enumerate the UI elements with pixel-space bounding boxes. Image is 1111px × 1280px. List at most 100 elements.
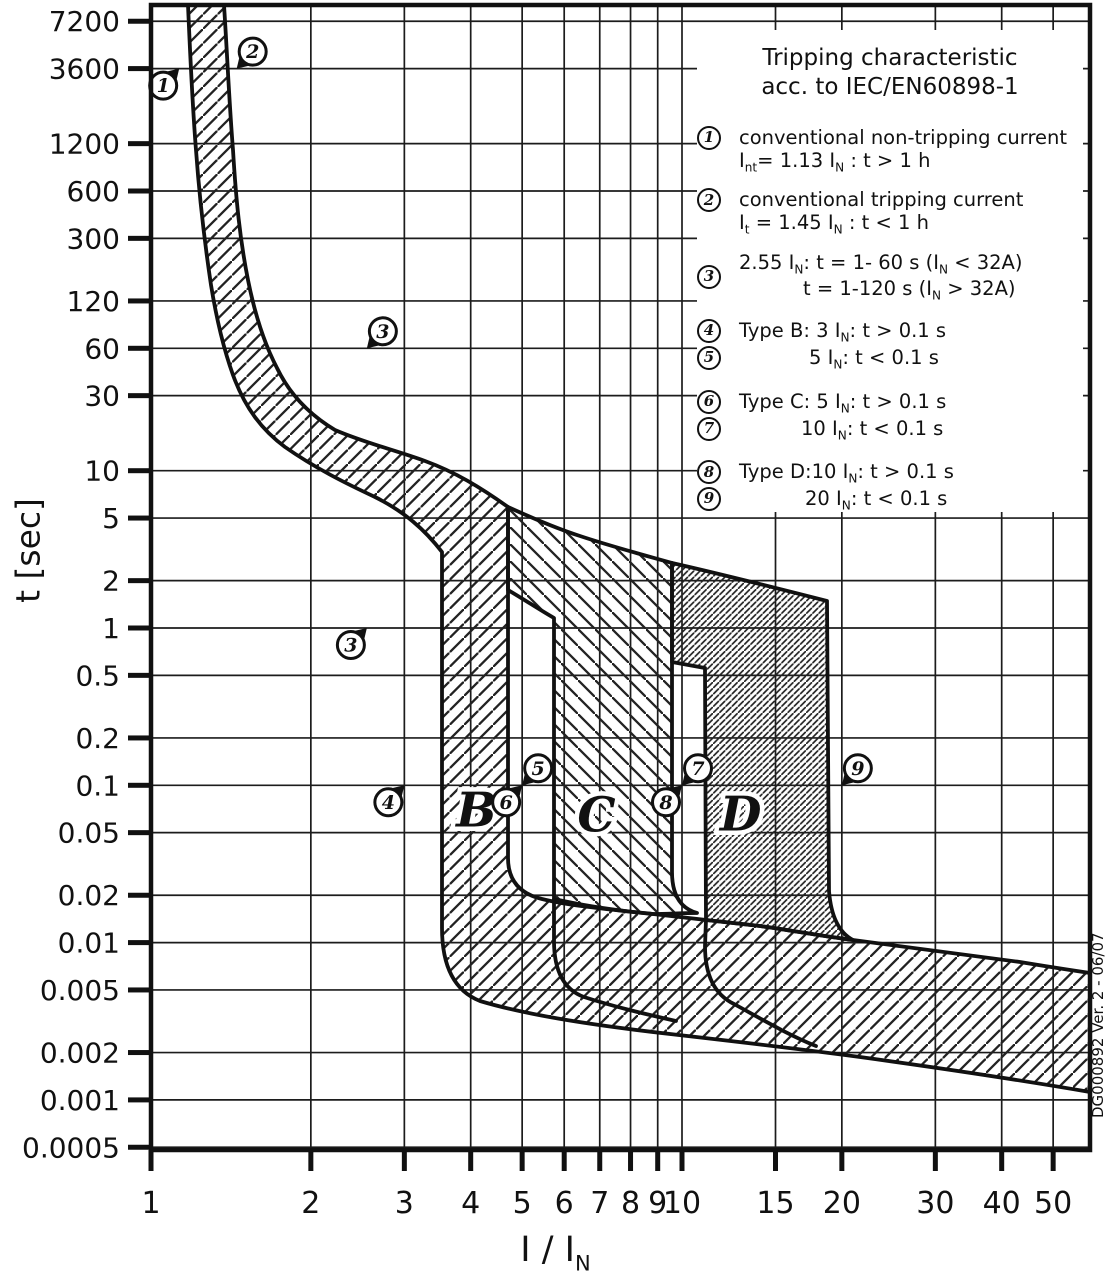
x-tick-mark	[839, 1150, 845, 1171]
legend-item-number-column: 7	[697, 416, 739, 443]
x-tick-mark	[401, 1150, 407, 1171]
x-tick-mark	[773, 1150, 779, 1171]
legend-item-text: 10 IN: t < 0.1 s	[739, 417, 1083, 443]
y-tick-mark	[128, 298, 151, 304]
marker-circle	[491, 787, 522, 818]
x-tick-label: 10	[663, 1186, 701, 1221]
legend-item-line: 10 IN: t < 0.1 s	[801, 416, 944, 443]
marker-number: 3	[344, 635, 357, 657]
y-tick-label: 1200	[49, 128, 120, 161]
y-tick-label: 7200	[49, 5, 120, 38]
y-tick-label: 30	[84, 380, 120, 413]
y-tick-mark	[128, 1050, 151, 1056]
legend-item-7: 7 10 IN: t < 0.1 s	[697, 416, 1083, 443]
x-tick-mark	[468, 1150, 474, 1171]
y-tick-label: 0.2	[75, 722, 120, 755]
legend-item-number-column: 4	[697, 318, 739, 345]
legend-number-badge: 3	[697, 265, 721, 290]
y-tick-mark	[128, 188, 151, 194]
legend-item-1: 1 conventional non-tripping current Int= 1…	[697, 125, 1083, 175]
y-tick-mark	[128, 830, 151, 836]
y-tick-label: 0.01	[58, 927, 120, 960]
legend-item-number-column: 2	[697, 188, 739, 237]
marker-number: 5	[532, 758, 545, 780]
axis-tick-marks	[128, 18, 1056, 1171]
x-tick-label: 50	[1034, 1186, 1072, 1221]
legend-item-line: 5 IN: t < 0.1 s	[809, 345, 939, 372]
marker-circle	[523, 753, 554, 784]
marker-number: 4	[382, 792, 395, 814]
y-tick-label: 120	[67, 285, 120, 318]
marker-circle	[237, 36, 268, 67]
legend-item-text: 5 IN: t < 0.1 s	[739, 346, 1083, 372]
x-tick-label: 5	[513, 1186, 532, 1221]
x-tick-label: 20	[823, 1186, 861, 1221]
y-tick-label: 0.0005	[22, 1131, 120, 1164]
y-tick-label: 300	[67, 222, 120, 255]
y-tick-mark	[128, 625, 151, 631]
marker-3: 3	[366, 316, 398, 349]
y-axis-title: t [sec]	[8, 498, 48, 603]
marker-1: 1	[148, 68, 180, 101]
legend-item-text: Type D:10 IN: t > 0.1 s	[739, 460, 1083, 486]
y-tick-label: 1	[102, 612, 120, 645]
y-tick-mark	[128, 468, 151, 474]
tolerance-band-regions	[186, 3, 1092, 1094]
x-tick-label: 1	[141, 1186, 160, 1221]
legend-item-number-column: 8	[697, 460, 739, 486]
x-tick-mark	[597, 1150, 603, 1171]
x-tick-mark	[308, 1150, 314, 1171]
legend-number-badge: 6	[697, 389, 721, 414]
legend-item-8: 8 Type D:10 IN: t > 0.1 s	[697, 460, 1083, 486]
y-tick-label: 3600	[49, 53, 120, 86]
x-tick-label: 4	[461, 1186, 480, 1221]
y-tick-mark	[128, 672, 151, 678]
document-number-watermark: DG000892 Ver. 2 - 06/07	[1089, 932, 1107, 1118]
legend-item-5: 5 5 IN: t < 0.1 s	[697, 345, 1083, 372]
y-tick-label: 10	[84, 455, 120, 488]
legend-number-badge: 5	[697, 345, 721, 370]
legend-item-number-column: 3	[697, 251, 739, 303]
legend-title-line2: acc. to IEC/EN60898-1	[761, 73, 1019, 100]
marker-4: 4	[373, 785, 405, 818]
legend-title: Tripping characteristic acc. to IEC/EN60…	[697, 44, 1083, 102]
y-tick-mark	[128, 987, 151, 993]
legend-title-line1: Tripping characteristic	[762, 45, 1018, 71]
zone-letters: B C D	[450, 778, 767, 848]
x-tick-label: 9	[648, 1186, 667, 1221]
y-tick-mark	[128, 735, 151, 741]
x-tick-mark	[999, 1150, 1005, 1171]
legend-item-line: It = 1.45 IN : t < 1 h	[739, 211, 929, 237]
marker-number: 9	[851, 758, 864, 780]
legend-number-badge: 1	[697, 125, 721, 150]
legend-number-badge: 9	[697, 487, 721, 512]
marker-8: 8	[651, 785, 682, 818]
y-tick-mark	[128, 66, 151, 72]
legend-item-line: 2.55 IN: t = 1- 60 s (IN < 32A)	[739, 251, 1023, 277]
legend-item-line: t = 1-120 s (IN > 32A)	[803, 277, 1016, 303]
legend-item-line: Type D:10 IN: t > 0.1 s	[739, 460, 954, 486]
legend-items: 1 conventional non-tripping current Int= 1…	[697, 125, 1083, 514]
zone-letter-C: C	[577, 788, 615, 844]
marker-number: 6	[500, 792, 513, 814]
x-axis-title: I / IN	[520, 1230, 591, 1276]
marker-number: 1	[157, 75, 170, 97]
legend-box: Tripping characteristic acc. to IEC/EN60…	[697, 30, 1083, 514]
legend-item-number-column: 1	[697, 125, 739, 175]
x-tick-mark	[1050, 1150, 1056, 1171]
legend-item-line: Type B: 3 IN: t > 0.1 s	[739, 318, 947, 345]
legend-item-number-column: 6	[697, 389, 739, 416]
legend-item-number-column: 9	[697, 487, 739, 513]
marker-9: 9	[841, 753, 873, 786]
x-tick-label: 8	[621, 1186, 640, 1221]
type-d-lower-limit-extension	[703, 918, 818, 1048]
x-tick-label: 30	[916, 1186, 954, 1221]
marker-5: 5	[522, 753, 554, 786]
y-tick-mark	[128, 1097, 151, 1103]
y-tick-label: 0.02	[58, 879, 120, 912]
legend-number-badge: 8	[697, 460, 721, 485]
legend-item-text: conventional tripping current It = 1.45 I…	[739, 188, 1083, 237]
legend-item-line: conventional tripping current	[739, 188, 1024, 212]
x-tick-label: 15	[756, 1186, 794, 1221]
